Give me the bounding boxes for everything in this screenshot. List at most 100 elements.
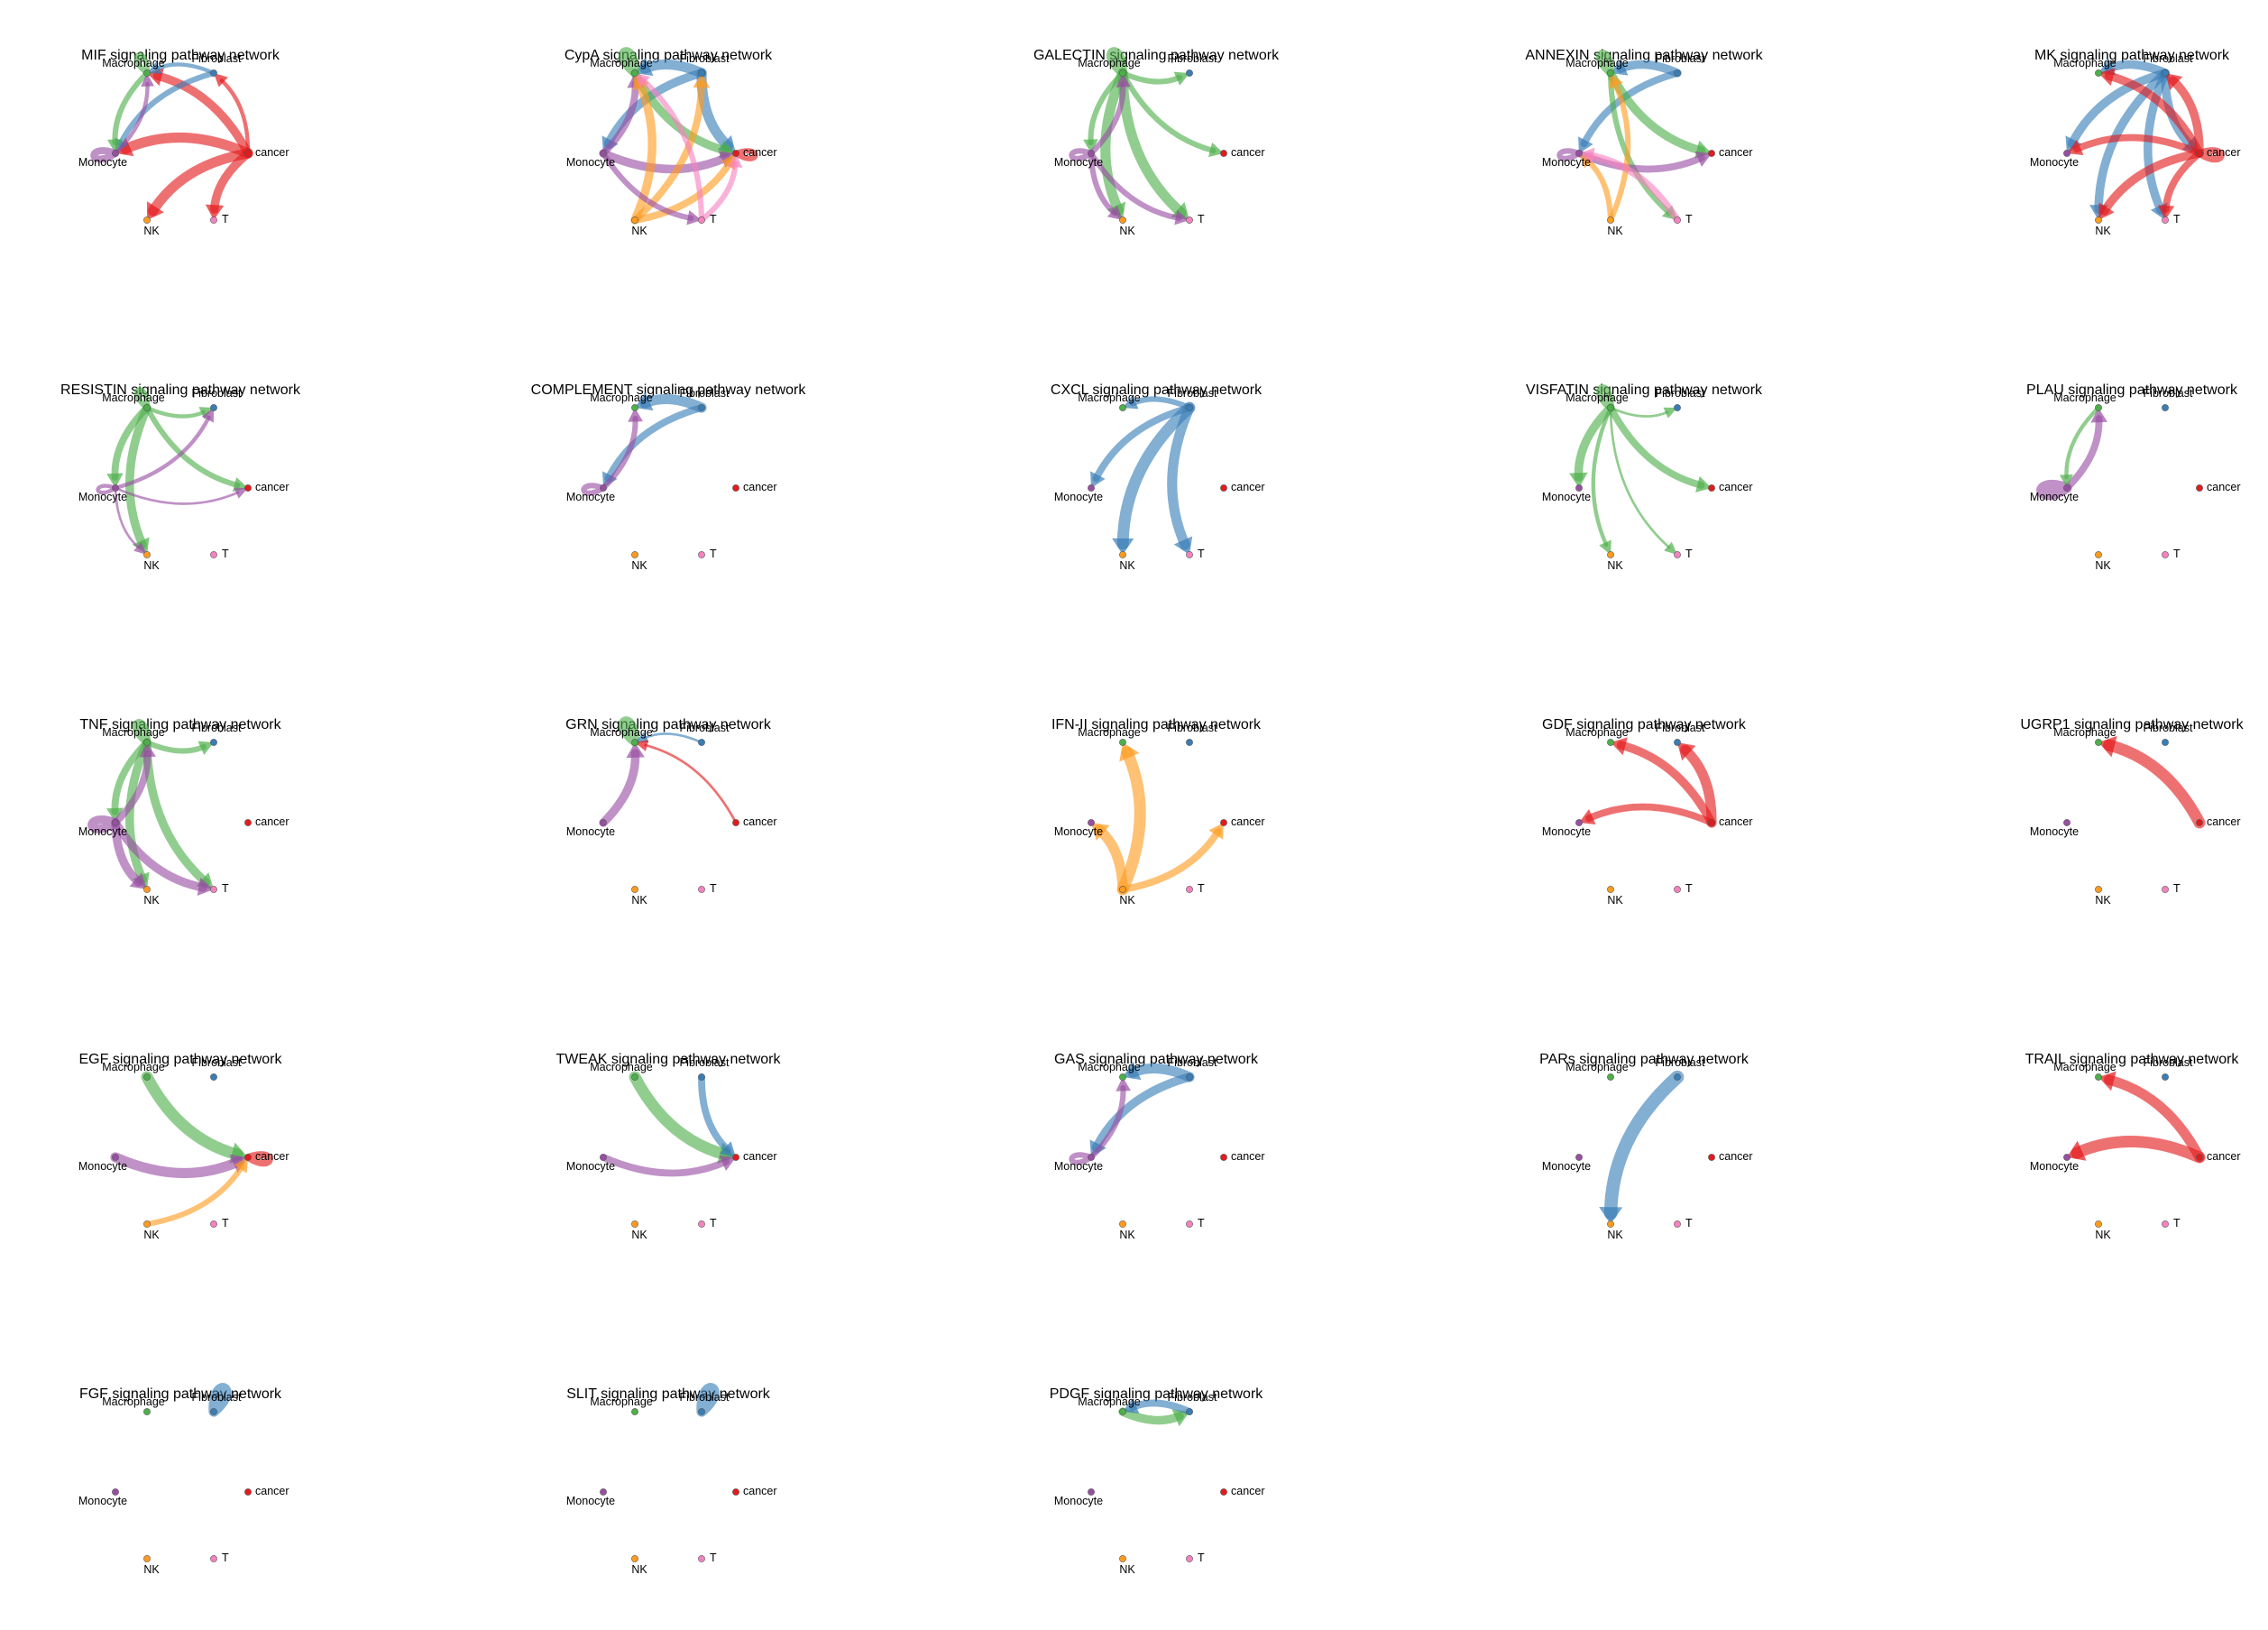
node-label-nk: NK — [2095, 559, 2111, 572]
node-label-cancer: cancer — [1231, 481, 1265, 493]
node-label-macrophage: Macrophage — [590, 57, 653, 69]
edge-arrowhead — [141, 73, 155, 87]
edge-monocyte-to-cancer — [110, 1152, 243, 1179]
node-fibroblast — [1674, 404, 1681, 411]
edge-cancer-to-cancer — [2196, 147, 2225, 163]
node-label-cancer: cancer — [743, 146, 777, 159]
node-label-monocyte: Monocyte — [1054, 491, 1103, 503]
edge-monocyte-to-nk — [1088, 150, 1117, 216]
node-fibroblast — [2162, 739, 2169, 746]
node-label-fibroblast: Fibroblast — [1168, 1391, 1217, 1404]
edge-arrowhead — [1579, 809, 1596, 825]
edge-arrowhead — [1579, 147, 1595, 165]
edge-cancer-to-nk — [2099, 149, 2204, 216]
node-label-fibroblast: Fibroblast — [2144, 1056, 2193, 1069]
edge-cancer-to-t — [2162, 150, 2203, 213]
edge-arrowhead — [2090, 408, 2107, 423]
node-label-fibroblast: Fibroblast — [680, 1391, 730, 1404]
edge-monocyte-to-macrophage — [600, 415, 638, 492]
panel-title: PARs signaling pathway network — [1539, 1052, 1749, 1067]
edge-arrowhead — [1116, 73, 1131, 87]
node-label-t: T — [222, 213, 229, 226]
node-label-cancer: cancer — [743, 1150, 777, 1163]
node-nk — [1607, 1220, 1614, 1228]
node-monocyte — [1575, 150, 1583, 157]
node-label-fibroblast: Fibroblast — [1656, 1056, 1705, 1069]
node-macrophage — [1607, 404, 1614, 411]
edge-macrophage-to-monocyte — [111, 404, 151, 481]
edge-cancer-to-fibroblast — [219, 78, 251, 156]
edge-arrowhead — [133, 541, 147, 555]
edge-cancer-to-macrophage — [152, 71, 253, 158]
edge-arrowhead — [1208, 823, 1224, 840]
node-macrophage — [2095, 1073, 2102, 1081]
edges — [2067, 1071, 2206, 1164]
node-label-fibroblast: Fibroblast — [680, 52, 730, 65]
node-label-t: T — [1685, 1217, 1693, 1229]
node-label-macrophage: Macrophage — [1078, 1061, 1141, 1073]
node-label-macrophage: Macrophage — [2053, 391, 2116, 404]
edge-fibroblast-to-macrophage — [1129, 1399, 1193, 1415]
node-fibroblast — [1186, 1073, 1193, 1081]
node-macrophage — [1119, 739, 1126, 746]
edge-nk-to-fibroblast — [631, 80, 705, 224]
node-label-nk: NK — [143, 559, 160, 572]
edge-fibroblast-to-cancer — [698, 1073, 732, 1154]
node-label-nk: NK — [2095, 1229, 2111, 1241]
edge-monocyte-to-macrophage — [112, 750, 152, 826]
panel-title: RESISTIN signaling pathway network — [60, 382, 301, 398]
edge-arrowhead — [635, 73, 651, 88]
edge-arrowhead — [635, 391, 654, 411]
edge-monocyte-to-monocyte — [581, 483, 607, 496]
node-t — [210, 886, 217, 893]
edge-arrowhead — [201, 408, 214, 423]
edge-nk-to-monocyte — [1094, 824, 1128, 895]
edge-monocyte-to-t — [1088, 150, 1182, 221]
edges — [2098, 735, 2206, 829]
node-t — [698, 551, 705, 558]
node-macrophage — [631, 1073, 638, 1081]
node-cancer — [1220, 1154, 1227, 1161]
node-label-nk: NK — [1607, 559, 1623, 572]
node-label-monocyte: Monocyte — [1542, 1160, 1591, 1173]
node-label-macrophage: Macrophage — [102, 391, 165, 404]
node-label-cancer: cancer — [1719, 481, 1753, 493]
edge-cancer-to-macrophage — [644, 743, 738, 824]
edges — [1569, 384, 1712, 555]
node-cancer — [1220, 150, 1227, 157]
node-macrophage — [631, 739, 638, 746]
node-macrophage — [143, 739, 151, 746]
node-fibroblast — [2162, 1073, 2169, 1081]
node-macrophage — [2095, 739, 2102, 746]
node-nk — [1119, 886, 1126, 893]
node-nk — [631, 1220, 638, 1228]
node-label-t: T — [1198, 882, 1205, 895]
edge-monocyte-to-t — [600, 150, 694, 221]
node-label-fibroblast: Fibroblast — [1168, 52, 1217, 65]
panel-title: CXCL signaling pathway network — [1051, 382, 1263, 398]
edges — [1069, 1061, 1195, 1165]
node-label-macrophage: Macrophage — [102, 1061, 165, 1073]
node-monocyte — [1088, 150, 1095, 157]
edge-cancer-to-macrophage — [2104, 71, 2204, 158]
edge-arrowhead — [635, 57, 654, 77]
node-macrophage — [1607, 69, 1614, 77]
node-label-cancer: cancer — [2207, 481, 2241, 493]
panel-title: EGF signaling pathway network — [79, 1052, 283, 1067]
node-cancer — [1708, 1154, 1715, 1161]
edge-arrowhead — [1116, 1077, 1131, 1091]
node-nk — [631, 886, 638, 893]
node-label-fibroblast: Fibroblast — [2144, 387, 2193, 400]
node-monocyte — [1088, 1488, 1095, 1496]
node-label-cancer: cancer — [1719, 1150, 1753, 1163]
node-t — [1186, 886, 1193, 893]
node-label-macrophage: Macrophage — [1566, 726, 1629, 739]
node-monocyte — [112, 1154, 119, 1161]
